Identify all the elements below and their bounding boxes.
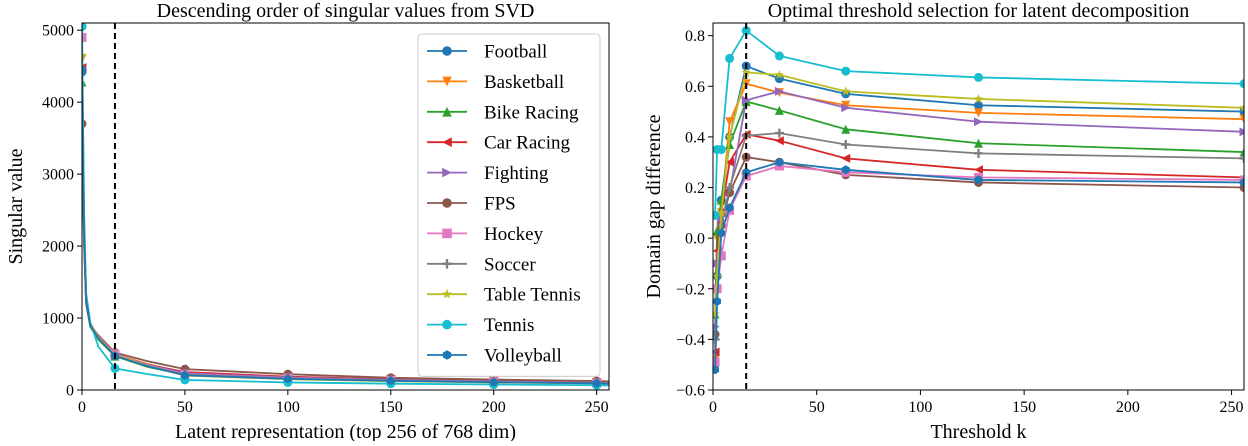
legend-label: FPS (484, 194, 516, 215)
x-tick-label: 50 (809, 399, 825, 416)
series-volleyball (711, 158, 1248, 375)
y-tick-label: 1000 (42, 311, 74, 328)
series-fighting (711, 87, 1248, 331)
x-tick-label: 100 (908, 399, 932, 416)
x-tick-label: 150 (1012, 399, 1036, 416)
legend-marker (442, 320, 452, 330)
y-tick-label: −0.6 (676, 383, 705, 400)
x-tick-label: 0 (78, 399, 86, 416)
data-point (841, 140, 850, 149)
x-tick-label: 200 (1116, 399, 1140, 416)
y-tick-label: 0.2 (685, 180, 705, 197)
x-axis-label: Latent representation (top 256 of 768 di… (175, 421, 516, 441)
legend-label: Tennis (484, 315, 534, 336)
x-tick-label: 100 (276, 399, 300, 416)
y-tick-label: 0.4 (685, 129, 705, 146)
data-point (775, 51, 784, 60)
x-tick-label: 50 (177, 399, 193, 416)
series-line (715, 101, 1244, 314)
legend-label: Basketball (484, 72, 564, 93)
data-point (841, 67, 850, 76)
x-tick-label: 150 (379, 399, 403, 416)
y-tick-label: −0.2 (676, 281, 705, 298)
legend-marker (442, 198, 452, 208)
x-axis-label: Threshold k (930, 421, 1026, 441)
chart-title: Descending order of singular values from… (157, 0, 535, 22)
y-tick-label: −0.4 (676, 332, 705, 349)
legend-label: Car Racing (484, 133, 571, 154)
legend-label: Fighting (484, 163, 549, 184)
right-chart-threshold: Optimal threshold selection for latent d… (643, 0, 1248, 441)
x-tick-label: 250 (1220, 399, 1244, 416)
y-axis-label: Domain gap difference (643, 114, 665, 298)
data-point (974, 117, 983, 126)
series-soccer (711, 129, 1248, 344)
data-point (717, 145, 726, 154)
data-point (841, 154, 850, 163)
y-tick-label: 0.6 (685, 79, 705, 96)
chart-title: Optimal threshold selection for latent d… (768, 0, 1190, 22)
legend: Football Basketball Bike Racing Car Racing F… (418, 34, 600, 376)
y-tick-label: 0.8 (685, 28, 705, 45)
data-point (775, 129, 784, 138)
legend-label: Hockey (484, 224, 544, 245)
series-line (715, 162, 1244, 370)
data-point (974, 149, 983, 158)
x-tick-label: 200 (482, 399, 506, 416)
plot-series (710, 26, 1248, 374)
y-axis-label: Singular value (5, 148, 27, 264)
legend-label: Bike Racing (484, 102, 579, 123)
y-tick-label: 0 (66, 383, 74, 400)
y-tick-label: 4000 (42, 95, 74, 112)
y-tick-label: 3000 (42, 167, 74, 184)
y-tick-label: 0.0 (685, 231, 705, 248)
series-football (711, 62, 1248, 370)
x-tick-label: 0 (709, 399, 717, 416)
left-chart-svd: Descending order of singular values from… (5, 0, 609, 441)
data-point (711, 211, 720, 220)
x-tick-label: 250 (585, 399, 609, 416)
series-line (715, 166, 1244, 362)
legend-label: Soccer (484, 254, 536, 275)
data-point (725, 54, 734, 63)
y-tick-label: 2000 (42, 239, 74, 256)
legend-label: Football (484, 42, 547, 63)
data-point (974, 73, 983, 82)
series-hockey (711, 162, 1248, 367)
series-line (715, 84, 1244, 360)
legend-label: Table Tennis (484, 285, 581, 306)
series-bike-racing (711, 97, 1248, 319)
legend-marker (442, 229, 452, 239)
series-line (715, 91, 1244, 326)
legend-marker (442, 46, 452, 56)
legend-label: Volleyball (484, 346, 562, 367)
y-tick-label: 5000 (42, 23, 74, 40)
